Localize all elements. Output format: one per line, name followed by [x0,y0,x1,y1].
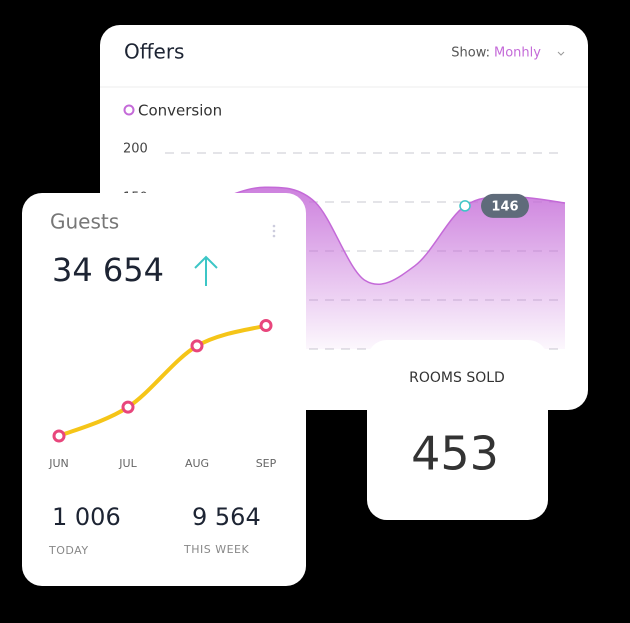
stat-value: 9 564 [192,503,261,531]
x-tick-label: JUN [48,457,69,470]
value-badge [481,193,529,218]
x-tick-label: JUL [118,457,137,470]
rooms-card: ROOMS SOLD 453 [367,340,548,520]
point-marker [52,429,66,443]
x-tick-label: SEP [256,457,277,470]
rooms-title-box: ROOMS SOLD [409,370,505,386]
point-marker [121,400,135,414]
point-marker [459,200,471,212]
card-bg [367,340,548,520]
y-tick-label: 200 [123,142,148,157]
offers-title: Offers [124,40,184,64]
show-value[interactable]: Monhly [494,46,541,61]
show-label: Show: [451,46,490,61]
guests-total: 34 654 [52,251,164,289]
x-tick-label: AUG [185,457,209,470]
point-marker [190,339,204,353]
guests-title: Guests [50,210,119,234]
value-label: 146 [491,199,518,214]
guests-card: Guests 34 654 JUN JUL AUG SEP 1 006 TODAY 9… [22,193,306,586]
card-bg [22,193,306,586]
guests-plot: JUN JUL AUG SEP [48,319,277,470]
menu-dots[interactable] [272,224,276,238]
stat-label: THIS WEEK [183,543,249,556]
rooms-title: ROOMS SOLD [409,370,505,386]
legend-label: Conversion [138,102,222,120]
line [57,323,268,438]
point-marker [259,319,273,332]
stat-value: 1 006 [52,503,121,531]
rooms-value: 453 [411,427,499,481]
dropdown-chevron[interactable] [557,51,565,56]
up-arrow [194,255,218,286]
stat-label: TODAY [48,544,89,557]
legend-marker [123,104,135,116]
